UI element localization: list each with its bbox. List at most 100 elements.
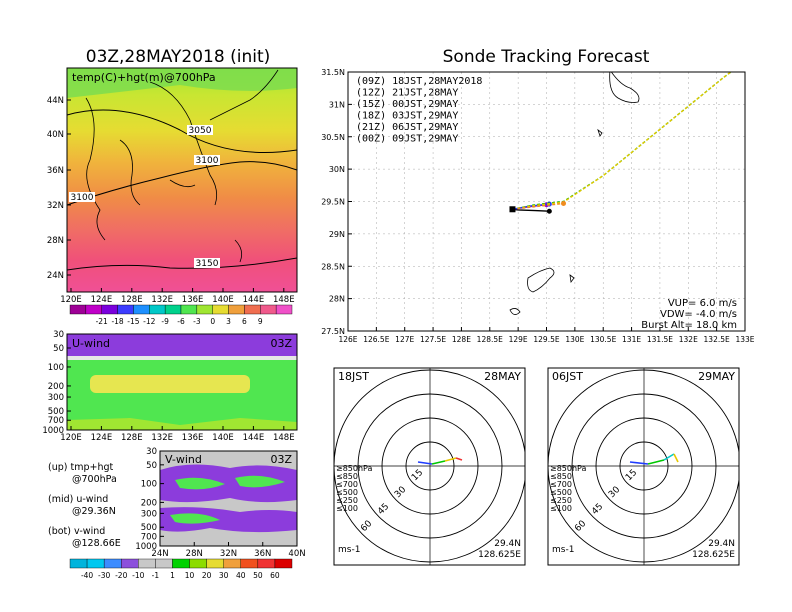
- track-lat-label: 31.5N: [321, 68, 345, 77]
- uwind-p-label: 100: [48, 363, 64, 373]
- vwind-colorbar-label: -30: [98, 571, 110, 580]
- uwind-p-label: 1000: [42, 426, 64, 436]
- legend-up: (up) tmp+hgt: [48, 462, 114, 473]
- uwind-p-label: 700: [48, 416, 64, 426]
- track-lat-label: 31N: [329, 100, 345, 109]
- uwind-lon-label: 120E: [60, 433, 82, 443]
- vwind-colorbar-label: -10: [132, 571, 144, 580]
- uwind-lon-label: 136E: [182, 433, 204, 443]
- track-lon-label: 127.5E: [420, 335, 446, 344]
- track-lon-label: 133E: [735, 335, 754, 344]
- polar_left-date: 28MAY: [484, 370, 521, 383]
- polar_left-lon: 128.625E: [478, 550, 521, 560]
- uwind-field: [67, 334, 297, 430]
- map-lon-label: 136E: [182, 295, 204, 305]
- track-lon-axis: 126E 126.5E 127E 127.5E 128E 128.5E 129E 129.5E…: [338, 327, 755, 344]
- track-endpoint: [771, 37, 776, 42]
- uwind-p-label: 50: [53, 344, 64, 354]
- polar_right-pressure-label: ≤250: [550, 496, 572, 505]
- polar_right-pressure-label: ≤850: [550, 472, 572, 481]
- track-legend-entry: (21Z) 06JST,29MAY: [356, 122, 458, 133]
- uwind-p-label: 300: [48, 393, 64, 403]
- map-colorbar-label: 0: [210, 317, 215, 326]
- polar_left-pressure-label: ≥850hPa: [336, 464, 373, 473]
- vwind-colorbar-swatch: [103, 558, 122, 569]
- vwind-p-label: 30: [146, 447, 157, 457]
- map-colorbar-swatch: [196, 304, 213, 315]
- vwind-colorbar-label: 30: [219, 571, 229, 580]
- track-lon-label: 128E: [452, 335, 471, 344]
- map-colorbar-swatch: [180, 304, 198, 315]
- map-colorbar: -21 -18 -15 -12 -9 -6 -3 0 3 6 9: [69, 304, 293, 326]
- vwind-colorbar-swatch: [189, 558, 207, 569]
- uwind-lon-axis: 120E 124E 128E 132E 136E 140E 144E 148E: [60, 426, 295, 443]
- polar_left-pressure-label: ≤250: [336, 496, 358, 505]
- track-lat-label: 30N: [329, 165, 345, 174]
- map-lat-label: 28N: [47, 236, 64, 246]
- uwind-frame: [66, 333, 298, 431]
- track-legend-entry: (00Z) 09JST,29MAY: [356, 134, 458, 145]
- contour-label-3050: 3050: [189, 126, 212, 136]
- map-lon-label: 124E: [91, 295, 113, 305]
- polar_right-hodograph-segment: [629, 461, 649, 465]
- vwind-p-label: 100: [141, 480, 157, 490]
- track-lat-label: 28.5N: [321, 262, 345, 271]
- vwind-lat-axis: 24N 28N 32N 36N 40N: [151, 542, 306, 559]
- track-lat-label: 29.5N: [321, 198, 345, 207]
- map-lat-label: 24N: [47, 271, 64, 281]
- uwind-lon-label: 128E: [121, 433, 143, 443]
- map-colorbar-label: -3: [193, 317, 201, 326]
- polar_left-time: 18JST: [338, 370, 369, 383]
- vwind-colorbar-swatch: [206, 558, 224, 569]
- vwind-colorbar-label: -1: [152, 571, 160, 580]
- polar_left-hodograph-segment: [444, 457, 457, 462]
- polar_right-pressure-label: ≥850hPa: [550, 464, 587, 473]
- info-burst: Burst Alt= 18.0 km: [641, 320, 737, 331]
- polar_left-pressure-label: ≤850: [336, 472, 358, 481]
- vwind-colorbar-swatch: [86, 558, 105, 569]
- vwind-p-label: 200: [141, 498, 157, 508]
- track-coastlines: [509, 72, 640, 315]
- track-lon-label: 129E: [509, 335, 528, 344]
- map-lat-label: 44N: [47, 96, 64, 106]
- map-colorbar-swatch: [85, 304, 102, 315]
- uwind-label: U-wind: [72, 337, 110, 350]
- vwind-colorbar-swatch: [69, 558, 88, 569]
- map-lon-label: 140E: [212, 295, 234, 305]
- track-endpoint: [771, 37, 776, 42]
- vwind-colorbar-swatch: [172, 558, 190, 569]
- track-legend-entry: (12Z) 21JST,28MAY: [356, 88, 458, 99]
- vwind-label: V-wind: [165, 453, 202, 466]
- vwind-lat-label: 28N: [186, 549, 203, 559]
- map-colorbar-label: -21: [96, 317, 108, 326]
- hodograph-left: 18JST 28MAY15304560≥850hPa≤850≤700≤500≤25…: [333, 367, 526, 566]
- track-lat-label: 30.5N: [321, 133, 345, 142]
- vwind-time: 03Z: [270, 453, 292, 466]
- launch-site-marker: [509, 206, 516, 213]
- polar_right-unit: ms-1: [552, 545, 574, 555]
- map-lon-label: 128E: [121, 295, 143, 305]
- map-lat-label: 40N: [47, 130, 64, 140]
- polar_right-pressure-label: ≤700: [550, 480, 572, 489]
- vwind-lat-label: 40N: [288, 549, 305, 559]
- track-lon-label: 130E: [565, 335, 584, 344]
- map-colorbar-label: -15: [127, 317, 139, 326]
- map-colorbar-swatch: [212, 304, 229, 315]
- vwind-colorbar-swatch: [257, 558, 276, 569]
- uwind-lon-label: 132E: [151, 433, 173, 443]
- map-colorbar-swatch: [275, 304, 293, 315]
- contour-label-3150: 3150: [196, 259, 219, 269]
- map-lat-axis: 44N 40N 36N 32N 28N 24N: [47, 96, 71, 281]
- track-lat-label: 28N: [329, 295, 345, 304]
- track-legend-entry: (15Z) 00JST,29MAY: [356, 99, 458, 110]
- map-colorbar-swatch: [133, 304, 150, 315]
- track-lon-label: 129.5E: [533, 335, 559, 344]
- track-lon-label: 126E: [338, 335, 357, 344]
- vwind-p-label: 500: [141, 523, 157, 533]
- polar_left-pressure-label: ≤100: [336, 504, 358, 513]
- polar_left-hodograph-segment: [417, 461, 433, 465]
- polar_right-lat: 29.4N: [708, 539, 735, 549]
- map-colorbar-swatch: [228, 304, 245, 315]
- vwind-colorbar: -40 -30 -20 -10 -1 1 10 20 30 40 50 60: [69, 558, 293, 580]
